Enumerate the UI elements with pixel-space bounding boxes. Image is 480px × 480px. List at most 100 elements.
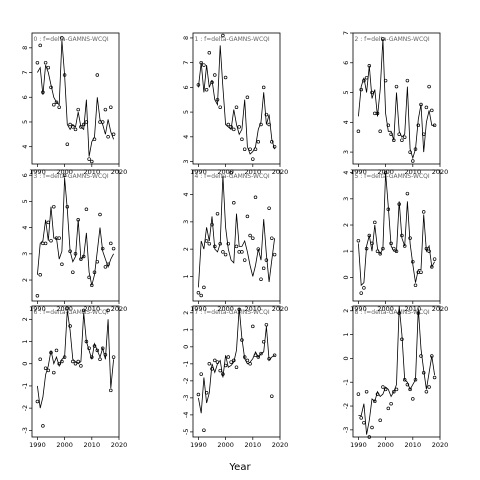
x-tick-label: 2000 xyxy=(217,168,234,176)
x-tick-label: 1990 xyxy=(190,168,207,176)
data-point xyxy=(242,258,247,262)
x-tick-label: 2010 xyxy=(405,441,422,449)
data-point xyxy=(370,241,374,246)
data-point xyxy=(413,147,418,151)
y-tick-label: -1 xyxy=(342,379,350,385)
data-point xyxy=(223,75,228,80)
data-point xyxy=(421,132,426,136)
data-point xyxy=(264,322,269,327)
panel-title: 0 : f=delta-GAMNS-WCQI xyxy=(34,36,109,43)
data-point xyxy=(261,85,266,90)
data-point xyxy=(411,259,415,264)
y-tick-label: 2 xyxy=(182,247,190,251)
data-point xyxy=(364,389,369,394)
data-point xyxy=(427,385,431,389)
data-point xyxy=(248,233,252,238)
data-point xyxy=(405,191,410,196)
y-tick-label: 2 xyxy=(342,223,350,227)
data-point xyxy=(79,257,83,261)
data-point xyxy=(71,359,75,364)
panel-frame xyxy=(192,305,281,438)
data-point xyxy=(106,135,110,139)
x-tick-label: 1990 xyxy=(350,168,367,176)
x-tick-label: 1990 xyxy=(29,305,46,313)
x-tick-label: 2000 xyxy=(377,168,394,176)
panel-frame xyxy=(192,32,281,165)
data-point xyxy=(264,258,269,262)
panel-title: 2 : f=delta-GAMNS-WCQI xyxy=(355,36,430,43)
data-point xyxy=(210,80,214,85)
panel-frame xyxy=(192,169,281,302)
data-point xyxy=(196,392,201,397)
data-point xyxy=(389,241,393,246)
data-point xyxy=(389,401,393,406)
fit-line xyxy=(358,305,435,435)
y-tick-label: 4 xyxy=(182,192,190,196)
data-point xyxy=(381,37,385,41)
data-point xyxy=(413,378,418,382)
data-point xyxy=(204,239,209,243)
panel-3: 1 : f=delta-GAMNS-WCQI 3 4 5 6 7 8 1990 2000 2010… xyxy=(182,32,288,176)
data-point xyxy=(411,397,415,401)
data-point xyxy=(364,75,369,80)
data-point xyxy=(65,204,70,209)
y-tick-label: 4 xyxy=(342,120,350,124)
data-point xyxy=(109,105,113,109)
data-point xyxy=(383,78,388,83)
y-tick-label: 2 xyxy=(21,278,29,282)
data-point xyxy=(207,241,212,246)
data-point xyxy=(261,339,266,344)
data-point xyxy=(103,107,108,112)
data-point xyxy=(411,159,415,163)
data-point xyxy=(234,365,239,369)
panel-frame xyxy=(352,32,441,165)
x-tick-label: 2010 xyxy=(84,168,101,176)
data-point xyxy=(111,132,116,137)
data-point xyxy=(41,90,45,95)
data-point xyxy=(259,351,263,356)
fit-line xyxy=(198,175,275,288)
data-point xyxy=(57,236,61,240)
data-point xyxy=(259,277,263,281)
data-point xyxy=(52,204,56,209)
data-point xyxy=(251,236,255,240)
x-tick-label: 2010 xyxy=(245,441,262,449)
data-point xyxy=(229,170,233,175)
data-point xyxy=(413,283,418,288)
data-point xyxy=(226,241,231,246)
data-point xyxy=(234,244,239,249)
data-point xyxy=(223,363,228,368)
data-point xyxy=(267,122,271,127)
y-tick-label: 1 xyxy=(342,249,350,253)
data-point xyxy=(111,246,116,251)
data-point xyxy=(270,236,274,240)
data-point xyxy=(213,358,217,363)
y-tick-label: 5 xyxy=(342,90,350,94)
x-tick-label: 2010 xyxy=(84,305,101,313)
data-point xyxy=(103,265,108,269)
fit-line xyxy=(198,307,275,414)
data-point xyxy=(359,291,363,295)
panel-4: 4 : f=delta-GAMNS-WCQI 1 2 3 4 1990 2000 2010 20… xyxy=(182,169,288,313)
data-point xyxy=(103,353,108,357)
data-point xyxy=(95,73,100,77)
data-point xyxy=(408,236,412,240)
data-point xyxy=(65,306,70,310)
data-point xyxy=(229,125,233,129)
data-point xyxy=(199,372,203,376)
data-point xyxy=(204,88,209,92)
data-point xyxy=(375,249,380,253)
data-point xyxy=(394,387,399,392)
data-point xyxy=(356,392,361,396)
panel-title: 3 : f=delta-GAMNS-WCQI xyxy=(34,173,109,180)
data-point xyxy=(424,246,429,251)
data-point xyxy=(419,354,423,358)
data-point xyxy=(248,147,252,151)
data-point xyxy=(213,73,217,77)
data-point xyxy=(253,195,258,200)
data-point xyxy=(215,97,220,102)
data-point xyxy=(106,308,110,313)
